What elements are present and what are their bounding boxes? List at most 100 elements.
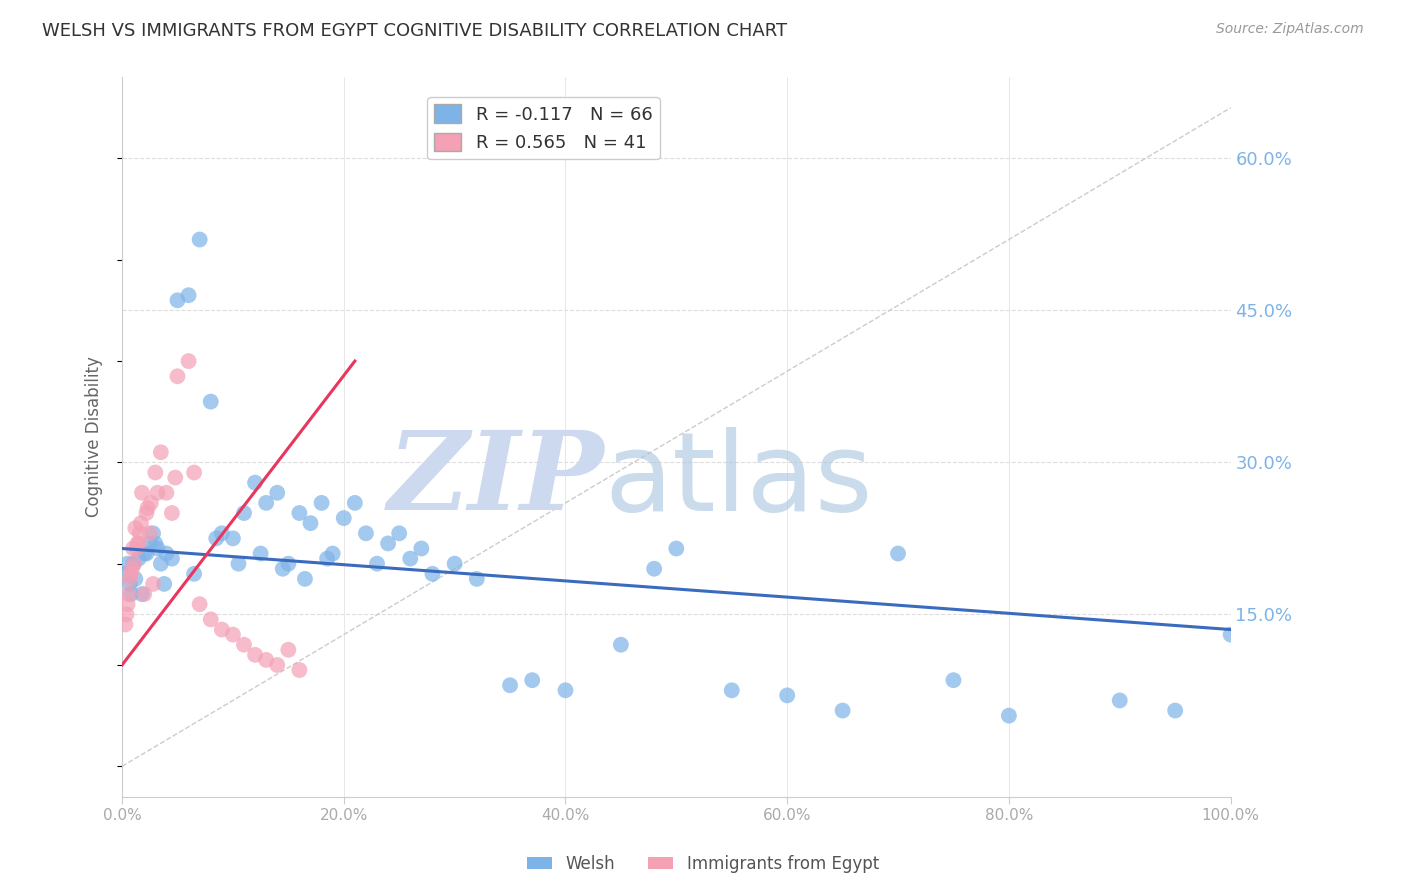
Point bbox=[942, 673, 965, 688]
Point bbox=[205, 532, 228, 546]
Point bbox=[124, 521, 146, 535]
Point bbox=[135, 506, 157, 520]
Point bbox=[155, 547, 177, 561]
Point bbox=[122, 557, 145, 571]
Point bbox=[135, 547, 157, 561]
Point bbox=[166, 369, 188, 384]
Text: WELSH VS IMMIGRANTS FROM EGYPT COGNITIVE DISABILITY CORRELATION CHART: WELSH VS IMMIGRANTS FROM EGYPT COGNITIVE… bbox=[42, 22, 787, 40]
Point bbox=[134, 547, 156, 561]
Point bbox=[115, 607, 138, 622]
Point bbox=[125, 541, 148, 556]
Point bbox=[288, 663, 311, 677]
Point bbox=[254, 496, 277, 510]
Text: Source: ZipAtlas.com: Source: ZipAtlas.com bbox=[1216, 22, 1364, 37]
Point bbox=[200, 394, 222, 409]
Point bbox=[149, 557, 172, 571]
Point bbox=[277, 642, 299, 657]
Point bbox=[160, 506, 183, 520]
Point bbox=[128, 536, 150, 550]
Point bbox=[124, 572, 146, 586]
Point bbox=[139, 536, 162, 550]
Point bbox=[183, 566, 205, 581]
Point bbox=[522, 673, 544, 688]
Point bbox=[211, 623, 233, 637]
Point bbox=[118, 572, 141, 586]
Point bbox=[288, 506, 311, 520]
Point bbox=[114, 617, 136, 632]
Point bbox=[1164, 704, 1187, 718]
Point bbox=[128, 551, 150, 566]
Point bbox=[243, 475, 266, 490]
Point bbox=[149, 445, 172, 459]
Point bbox=[183, 466, 205, 480]
Point bbox=[117, 597, 139, 611]
Point bbox=[1219, 627, 1241, 641]
Point bbox=[665, 541, 688, 556]
Point bbox=[146, 541, 169, 556]
Point bbox=[643, 562, 665, 576]
Point bbox=[121, 562, 143, 576]
Point bbox=[200, 612, 222, 626]
Point bbox=[311, 496, 333, 510]
Point bbox=[399, 551, 422, 566]
Point bbox=[998, 708, 1021, 723]
Y-axis label: Cognitive Disability: Cognitive Disability bbox=[86, 357, 103, 517]
Point bbox=[120, 566, 142, 581]
Point bbox=[118, 577, 141, 591]
Point bbox=[887, 547, 910, 561]
Point bbox=[254, 653, 277, 667]
Point bbox=[366, 557, 388, 571]
Point bbox=[277, 557, 299, 571]
Point bbox=[1108, 693, 1130, 707]
Point bbox=[146, 485, 169, 500]
Point bbox=[443, 557, 465, 571]
Point bbox=[131, 587, 153, 601]
Point bbox=[188, 233, 211, 247]
Point bbox=[228, 557, 250, 571]
Point bbox=[554, 683, 576, 698]
Point bbox=[143, 466, 166, 480]
Point bbox=[294, 572, 316, 586]
Point bbox=[233, 638, 256, 652]
Point bbox=[118, 587, 141, 601]
Point bbox=[422, 566, 444, 581]
Point bbox=[249, 547, 271, 561]
Legend: Welsh, Immigrants from Egypt: Welsh, Immigrants from Egypt bbox=[520, 848, 886, 880]
Point bbox=[166, 293, 188, 308]
Point bbox=[177, 288, 200, 302]
Point bbox=[266, 657, 288, 672]
Point bbox=[153, 577, 176, 591]
Point bbox=[222, 532, 245, 546]
Point bbox=[610, 638, 633, 652]
Point bbox=[377, 536, 399, 550]
Point bbox=[211, 526, 233, 541]
Point bbox=[720, 683, 742, 698]
Point bbox=[142, 577, 165, 591]
Point bbox=[831, 704, 853, 718]
Point bbox=[117, 557, 139, 571]
Point bbox=[316, 551, 339, 566]
Legend: R = -0.117   N = 66, R = 0.565   N = 41: R = -0.117 N = 66, R = 0.565 N = 41 bbox=[427, 97, 659, 160]
Point bbox=[134, 587, 156, 601]
Point bbox=[322, 547, 344, 561]
Point bbox=[122, 557, 145, 571]
Point bbox=[233, 506, 256, 520]
Point bbox=[266, 485, 288, 500]
Point bbox=[271, 562, 294, 576]
Point bbox=[127, 536, 149, 550]
Point bbox=[465, 572, 488, 586]
Point bbox=[388, 526, 411, 541]
Point bbox=[243, 648, 266, 662]
Point bbox=[131, 485, 153, 500]
Point bbox=[120, 587, 142, 601]
Point bbox=[142, 526, 165, 541]
Point bbox=[776, 689, 799, 703]
Text: ZIP: ZIP bbox=[388, 426, 605, 534]
Point bbox=[299, 516, 322, 531]
Point bbox=[122, 541, 145, 556]
Point bbox=[139, 526, 162, 541]
Point bbox=[129, 516, 152, 531]
Point bbox=[155, 485, 177, 500]
Point bbox=[188, 597, 211, 611]
Point bbox=[160, 551, 183, 566]
